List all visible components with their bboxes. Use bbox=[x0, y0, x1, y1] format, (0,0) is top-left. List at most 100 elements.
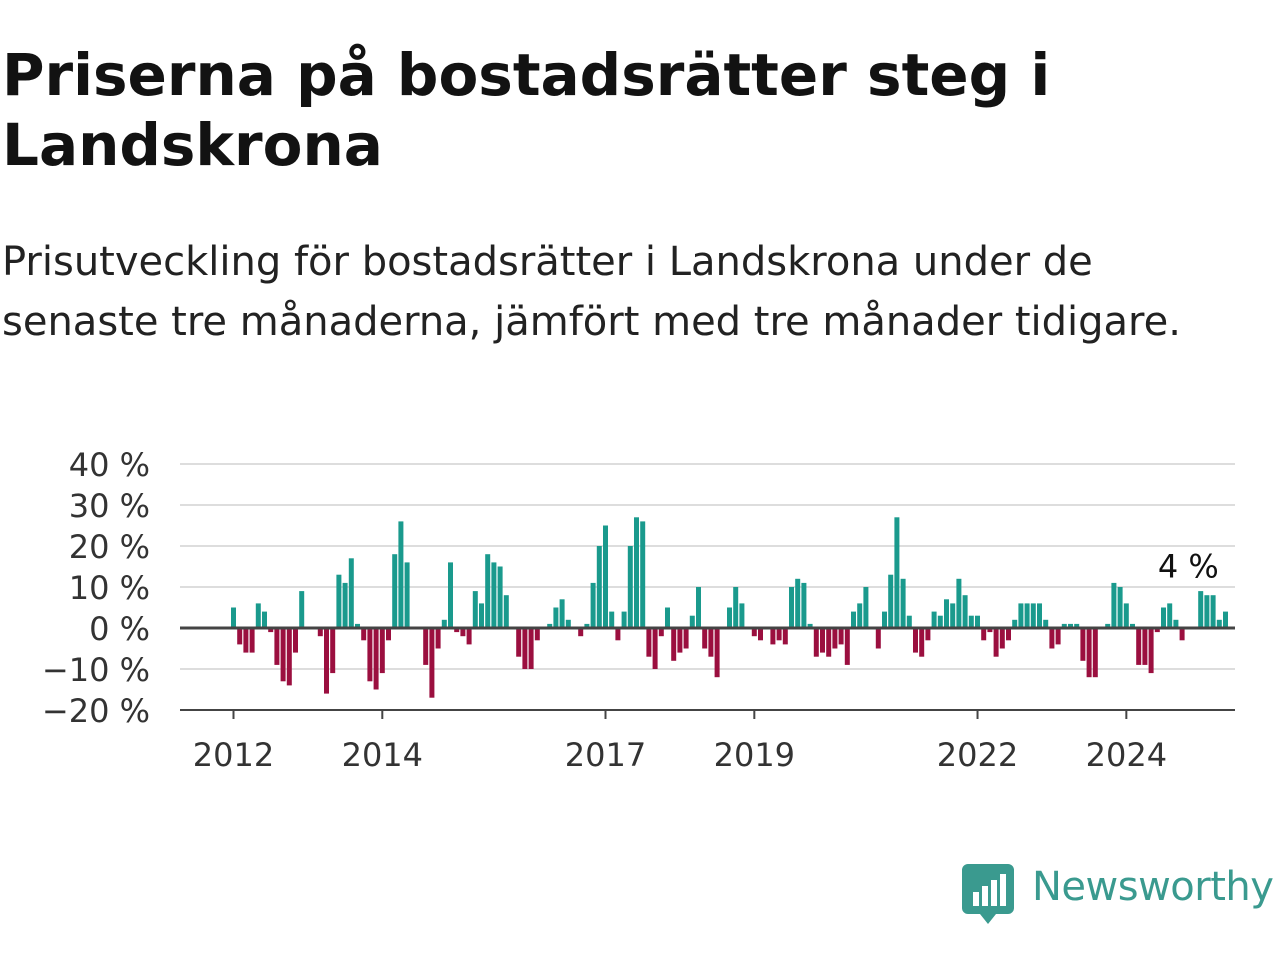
bar bbox=[751, 628, 757, 637]
bar bbox=[379, 628, 385, 674]
bar bbox=[888, 574, 894, 628]
bar bbox=[708, 628, 714, 657]
y-tick-label: 40 % bbox=[69, 446, 150, 484]
bar bbox=[820, 628, 825, 653]
bar bbox=[1210, 595, 1216, 628]
bar bbox=[1148, 628, 1154, 674]
bar bbox=[981, 628, 987, 641]
bar bbox=[739, 603, 745, 628]
bar bbox=[677, 628, 683, 653]
bar bbox=[299, 591, 305, 628]
bar bbox=[231, 607, 236, 628]
bar bbox=[1043, 619, 1049, 628]
bar bbox=[497, 566, 503, 628]
bar bbox=[956, 578, 962, 628]
bar bbox=[1006, 628, 1011, 641]
bar bbox=[1105, 623, 1111, 628]
bar bbox=[466, 628, 472, 645]
bar bbox=[975, 615, 980, 628]
bar bbox=[658, 628, 664, 637]
bar bbox=[832, 628, 838, 649]
bar bbox=[584, 623, 590, 628]
bar bbox=[534, 628, 540, 641]
bar bbox=[348, 558, 354, 628]
bar bbox=[925, 628, 931, 641]
y-tick-label: 30 % bbox=[69, 487, 150, 525]
bar bbox=[330, 628, 336, 674]
newsworthy-logo[interactable]: Newsworthy bbox=[962, 862, 1278, 926]
bar bbox=[993, 628, 999, 657]
bar bbox=[355, 623, 360, 628]
bar bbox=[733, 587, 739, 628]
bar bbox=[336, 574, 342, 628]
x-tick-label: 2014 bbox=[342, 736, 423, 774]
bar bbox=[361, 628, 367, 641]
bar bbox=[770, 628, 776, 645]
bar bbox=[1173, 619, 1179, 628]
bar bbox=[1086, 628, 1092, 678]
bar bbox=[1111, 582, 1117, 628]
bar bbox=[807, 623, 813, 628]
bar bbox=[640, 521, 646, 628]
bar bbox=[962, 595, 968, 628]
bar bbox=[665, 607, 670, 628]
bar bbox=[813, 628, 819, 657]
bar bbox=[398, 521, 404, 628]
chart-subtitle: Prisutveckling för bostadsrätter i Lands… bbox=[2, 239, 1181, 345]
brand-name: Newsworthy bbox=[1032, 864, 1274, 910]
bar bbox=[609, 611, 615, 628]
bar bbox=[999, 628, 1005, 649]
bar bbox=[615, 628, 621, 641]
bar bbox=[689, 615, 695, 628]
bar bbox=[324, 628, 329, 694]
bar bbox=[931, 611, 937, 628]
bar bbox=[1018, 603, 1024, 628]
bar bbox=[429, 628, 435, 698]
bar bbox=[844, 628, 850, 665]
bar bbox=[1142, 628, 1148, 665]
bar bbox=[386, 628, 391, 641]
bar bbox=[460, 628, 466, 637]
bar bbox=[373, 628, 379, 690]
bar bbox=[367, 628, 373, 682]
bar bbox=[1161, 607, 1166, 628]
x-tick-label: 2012 bbox=[193, 736, 274, 774]
bar bbox=[646, 628, 652, 657]
bar bbox=[795, 578, 801, 628]
bar bbox=[913, 628, 918, 653]
bar bbox=[714, 628, 720, 678]
bar bbox=[627, 546, 633, 628]
bar bbox=[280, 628, 286, 682]
bar bbox=[727, 607, 732, 628]
bar bbox=[1012, 619, 1018, 628]
bar bbox=[423, 628, 429, 665]
bar bbox=[671, 628, 677, 661]
bar bbox=[634, 517, 639, 628]
bar bbox=[1049, 628, 1055, 649]
bar bbox=[441, 619, 447, 628]
bar bbox=[906, 615, 912, 628]
bar bbox=[919, 628, 925, 657]
y-tick-label: 20 % bbox=[69, 528, 150, 566]
bar bbox=[479, 603, 484, 628]
bar bbox=[1068, 623, 1073, 628]
bar bbox=[1167, 603, 1173, 628]
x-axis-ticks: 2012 2014 2017 2019 2022 2024 bbox=[193, 710, 1167, 774]
y-tick-label: −10 % bbox=[42, 651, 150, 689]
bar bbox=[1130, 623, 1135, 628]
bar bbox=[826, 628, 832, 657]
bar bbox=[702, 628, 708, 649]
bar bbox=[454, 628, 460, 633]
bar bbox=[1030, 603, 1036, 628]
bar bbox=[882, 611, 887, 628]
bar bbox=[937, 615, 943, 628]
bar bbox=[522, 628, 528, 669]
bar bbox=[851, 611, 856, 628]
bar bbox=[392, 554, 398, 628]
bar bbox=[435, 628, 441, 649]
bar bbox=[1074, 623, 1080, 628]
bar bbox=[255, 603, 261, 628]
bar bbox=[900, 578, 906, 628]
x-tick-label: 2024 bbox=[1086, 736, 1167, 774]
bar bbox=[472, 591, 478, 628]
